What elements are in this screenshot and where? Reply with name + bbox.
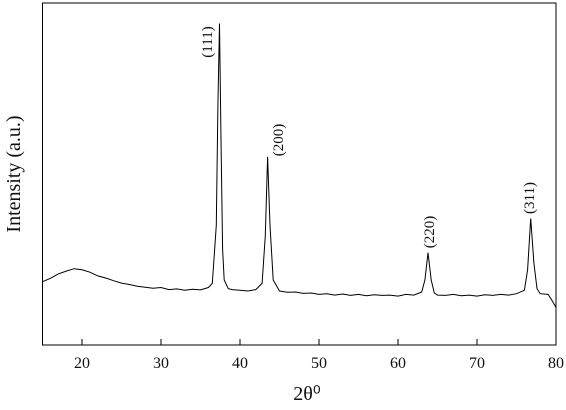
- x-tick-label: 70: [469, 355, 485, 372]
- x-tick-label: 80: [548, 355, 564, 372]
- x-axis-label: 2θ⁰: [293, 383, 321, 405]
- x-tick-label: 60: [390, 355, 406, 372]
- plot-frame: [42, 2, 557, 346]
- x-tick-label: 30: [153, 355, 169, 372]
- x-tick-label: 40: [232, 355, 248, 372]
- peak-label: (311): [522, 182, 538, 214]
- peak-label: (220): [422, 216, 438, 249]
- peak-label: (200): [271, 124, 287, 157]
- x-tick-label: 50: [311, 355, 327, 372]
- peak-label: (111): [200, 26, 216, 57]
- x-tick-label: 20: [74, 355, 90, 372]
- y-axis-label: Intensity (a.u.): [3, 115, 25, 232]
- data-line: [42, 23, 557, 308]
